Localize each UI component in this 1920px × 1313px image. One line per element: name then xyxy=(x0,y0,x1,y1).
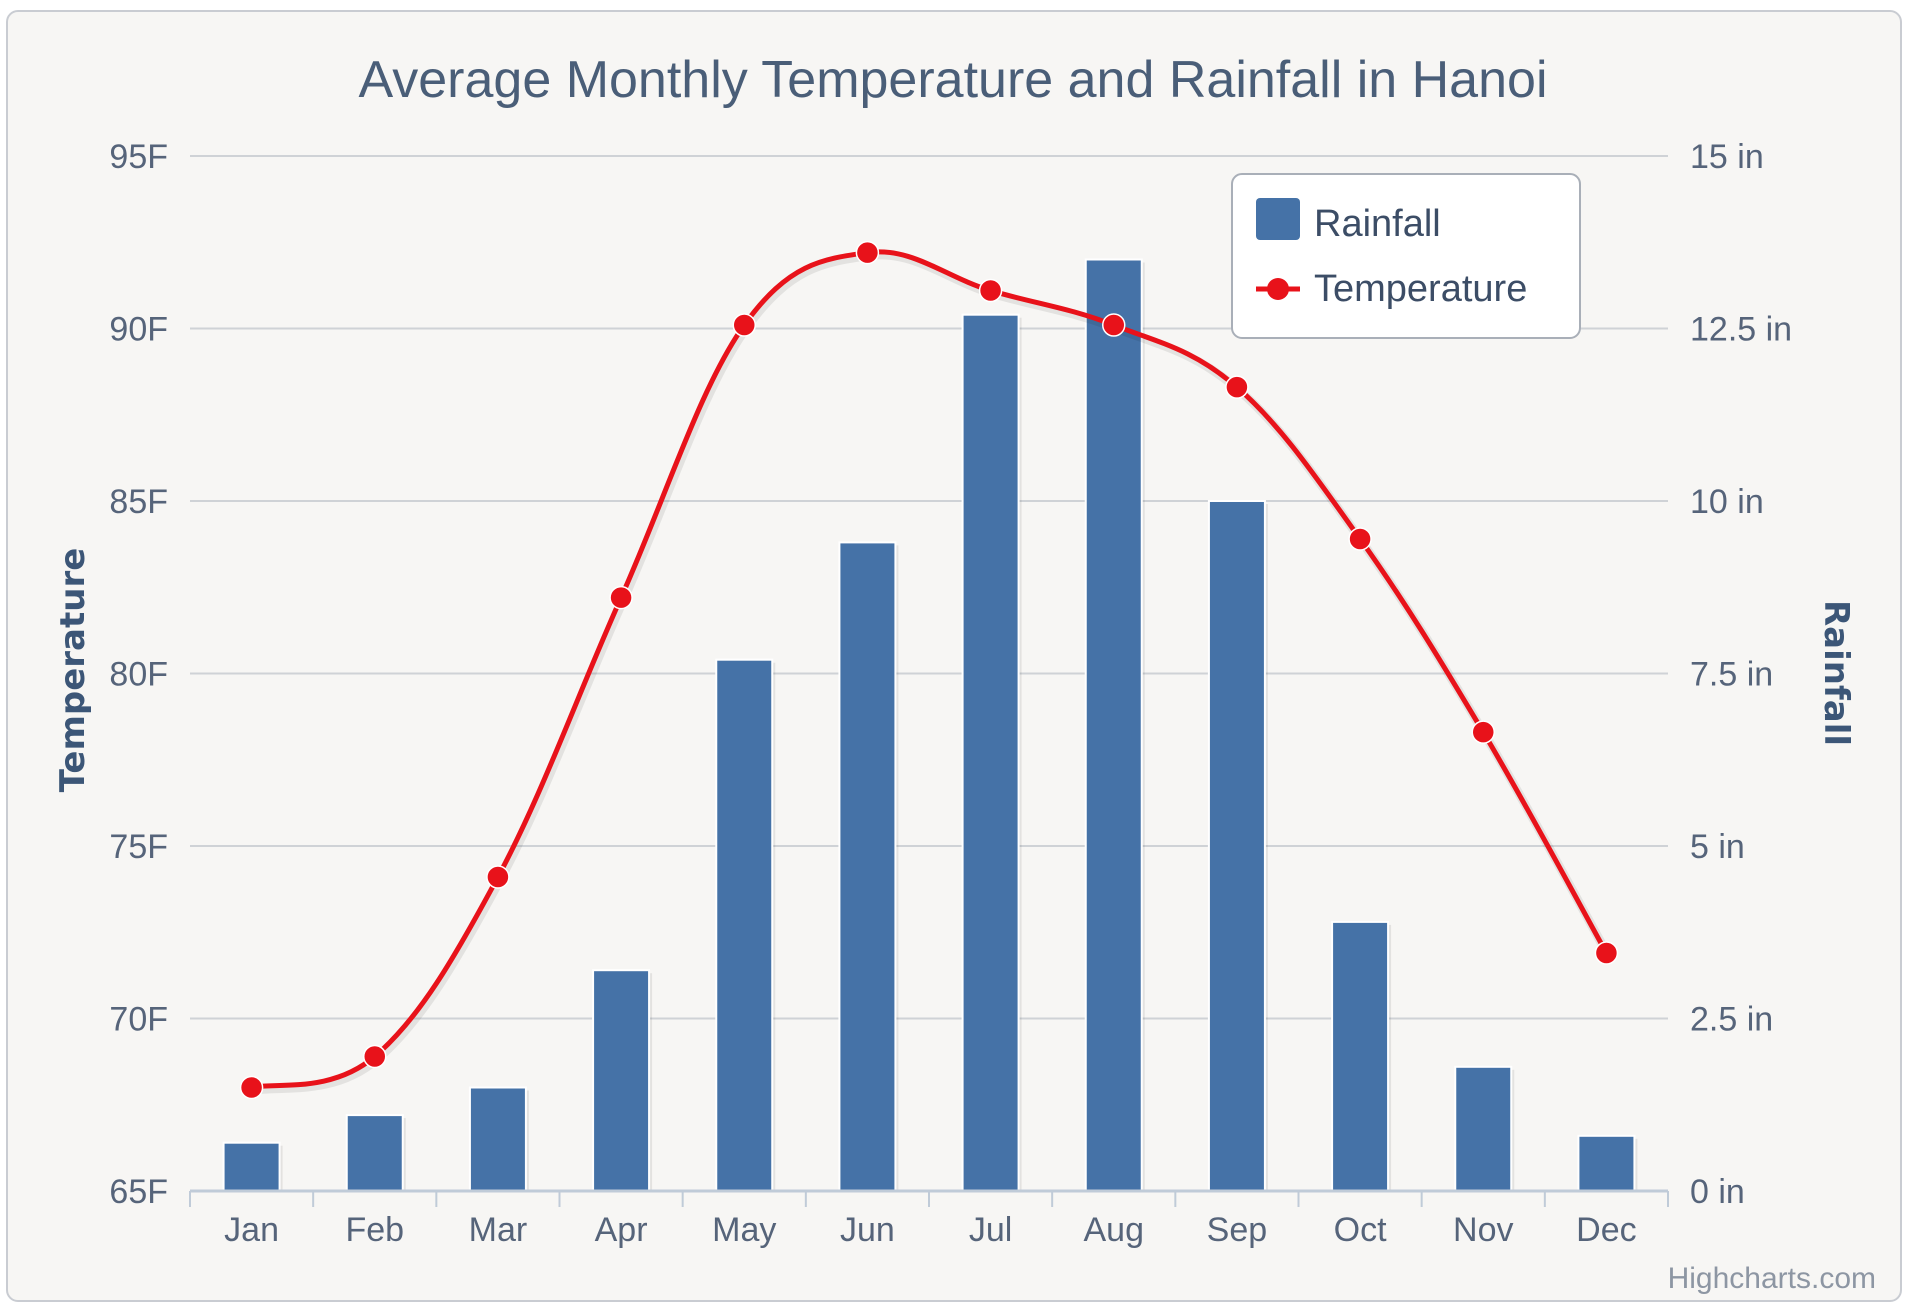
legend-temperature-marker[interactable] xyxy=(1267,278,1289,300)
temperature-point-dec[interactable] xyxy=(1594,941,1619,965)
rainfall-bar-jan[interactable] xyxy=(222,1141,281,1192)
y-axis-right-title: Rainfall xyxy=(1816,600,1856,746)
temperature-point-sep[interactable] xyxy=(1225,375,1249,399)
credit-link[interactable]: Highcharts.com xyxy=(1668,1262,1876,1295)
x-tick-label: Jul xyxy=(969,1211,1012,1249)
y-left-tick-label: 75F xyxy=(109,828,168,866)
y-right-tick-label: 12.5 in xyxy=(1690,311,1792,349)
rainfall-bar-dec[interactable] xyxy=(1577,1134,1636,1193)
temperature-point-jun[interactable] xyxy=(855,240,880,265)
legend-rainfall-swatch[interactable] xyxy=(1256,198,1300,240)
legend[interactable]: Rainfall Temperature xyxy=(1231,173,1581,339)
x-tick-label: Mar xyxy=(469,1211,528,1249)
x-tick-label: Apr xyxy=(595,1211,648,1249)
rainfall-bar-sep[interactable] xyxy=(1207,500,1266,1192)
rainfall-bar-aug[interactable] xyxy=(1084,258,1143,1192)
x-tick-label: Jun xyxy=(840,1211,895,1249)
x-tick-label: Feb xyxy=(345,1211,404,1249)
x-tick-label: Oct xyxy=(1334,1211,1387,1249)
rainfall-bars xyxy=(222,258,1638,1193)
rainfall-bar-nov[interactable] xyxy=(1454,1065,1513,1193)
chart-title: Average Monthly Temperature and Rainfall… xyxy=(359,51,1548,109)
rainfall-bar-jul[interactable] xyxy=(961,313,1020,1192)
axes: 65F 70F 75F 80F 85F 90F 95F 0 in 2.5 in 5 in 7.5 i… xyxy=(109,138,1792,1249)
y-right-tick-label: 15 in xyxy=(1690,138,1764,176)
temperature-point-jul[interactable] xyxy=(978,278,1003,303)
x-tick-label: Dec xyxy=(1576,1211,1636,1249)
temperature-point-mar[interactable] xyxy=(486,865,510,889)
rainfall-bar-jun[interactable] xyxy=(838,541,897,1192)
temperature-point-jan[interactable] xyxy=(239,1075,264,1100)
x-tick-label: Sep xyxy=(1207,1211,1268,1249)
y-right-tick-label: 0 in xyxy=(1690,1173,1745,1211)
rainfall-bar-mar[interactable] xyxy=(468,1086,527,1192)
y-right-tick-label: 10 in xyxy=(1690,483,1764,521)
rainfall-bar-feb[interactable] xyxy=(345,1114,404,1192)
temperature-point-apr[interactable] xyxy=(609,585,633,610)
y-left-tick-label: 70F xyxy=(109,1001,168,1039)
y-left-tick-label: 80F xyxy=(109,656,168,694)
temperature-point-feb[interactable] xyxy=(363,1044,387,1069)
rainfall-bar-may[interactable] xyxy=(715,658,774,1192)
rainfall-bar-apr[interactable] xyxy=(592,969,651,1193)
gridlines xyxy=(190,155,1668,1020)
rainfall-bar-oct[interactable] xyxy=(1331,920,1390,1193)
x-tick-label: Jan xyxy=(224,1211,279,1249)
y-right-tick-label: 7.5 in xyxy=(1690,656,1773,694)
y-right-tick-label: 5 in xyxy=(1690,828,1745,866)
y-right-tick-label: 2.5 in xyxy=(1690,1001,1773,1039)
y-left-tick-label: 95F xyxy=(109,138,168,176)
temperature-point-aug[interactable] xyxy=(1102,313,1126,337)
temperature-point-oct[interactable] xyxy=(1348,527,1372,551)
x-tick-label: Nov xyxy=(1453,1211,1513,1249)
y-left-tick-label: 90F xyxy=(109,311,168,349)
y-axis-left-title: Temperature xyxy=(53,548,93,793)
legend-rainfall-label[interactable]: Rainfall xyxy=(1314,203,1441,245)
x-tick-label: May xyxy=(712,1211,776,1249)
chart-container xyxy=(6,10,1902,1302)
temperature-point-nov[interactable] xyxy=(1471,720,1495,744)
legend-temperature-label[interactable]: Temperature xyxy=(1314,268,1527,310)
legend-box xyxy=(1231,173,1581,339)
temperature-point-may[interactable] xyxy=(732,313,756,337)
y-left-tick-label: 65F xyxy=(109,1173,168,1211)
x-tick-label: Aug xyxy=(1084,1211,1145,1249)
y-left-tick-label: 85F xyxy=(109,483,168,521)
temperature-line xyxy=(239,240,1619,1100)
